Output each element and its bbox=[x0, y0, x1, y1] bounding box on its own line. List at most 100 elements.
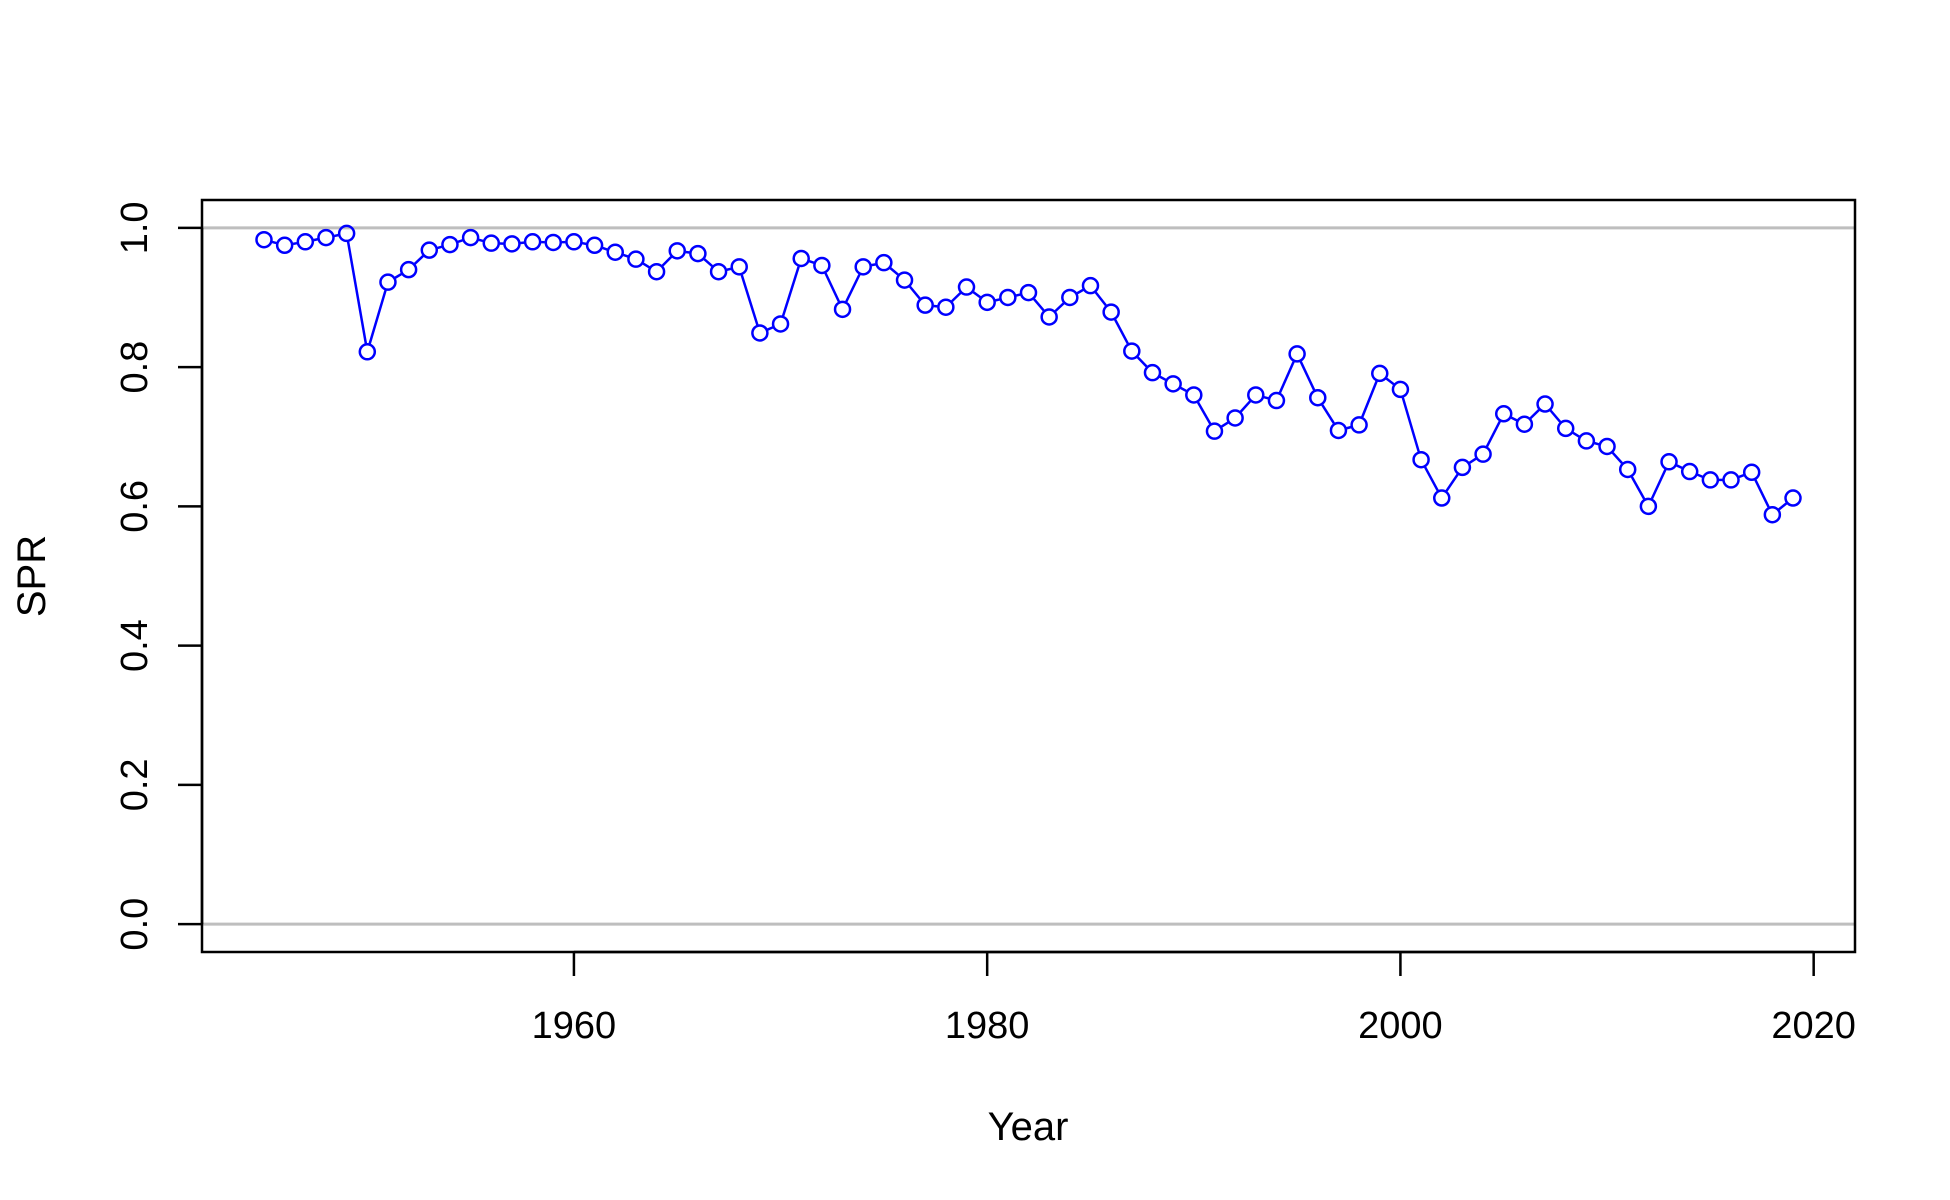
series-line-segment bbox=[908, 285, 921, 300]
data-point bbox=[1660, 453, 1678, 471]
series-line-segment bbox=[1778, 502, 1788, 511]
data-point bbox=[337, 224, 356, 243]
series-line-segment bbox=[1196, 401, 1212, 425]
data-point bbox=[1267, 391, 1286, 410]
data-point bbox=[813, 256, 831, 275]
series-line-segment bbox=[1401, 397, 1420, 452]
series-line-segment bbox=[1299, 361, 1316, 391]
series-line-segment bbox=[1220, 421, 1229, 428]
data-point bbox=[544, 233, 563, 252]
data-point bbox=[751, 324, 769, 342]
data-point bbox=[1350, 416, 1368, 434]
data-point bbox=[1784, 489, 1802, 507]
series-line-segment bbox=[845, 273, 861, 303]
series-line-segment bbox=[1529, 409, 1540, 420]
series-line-segment bbox=[1361, 380, 1378, 418]
data-point bbox=[937, 298, 955, 316]
series-line-segment bbox=[661, 255, 673, 267]
data-point bbox=[916, 296, 934, 314]
data-point bbox=[833, 300, 852, 319]
series-line-segment bbox=[889, 267, 899, 276]
data-point bbox=[709, 262, 728, 281]
data-point bbox=[1391, 380, 1410, 399]
data-point bbox=[875, 253, 893, 272]
data-point bbox=[957, 278, 976, 296]
series-line-segment bbox=[394, 272, 403, 279]
series-line-segment bbox=[995, 298, 1000, 302]
data-point bbox=[1763, 505, 1782, 524]
data-point bbox=[647, 262, 666, 281]
data-point bbox=[461, 228, 480, 247]
data-point bbox=[1309, 388, 1327, 407]
data-point bbox=[1494, 405, 1513, 423]
y-axis: 0.0 0.2 0.4 0.6 0.8 1.0 bbox=[114, 201, 204, 951]
series-line-segment bbox=[1033, 298, 1045, 312]
data-point bbox=[999, 288, 1017, 307]
series-line-segment bbox=[1015, 293, 1021, 297]
data-point bbox=[771, 315, 790, 333]
x-tick-label: 2000 bbox=[1358, 1005, 1443, 1047]
series-line-segment bbox=[368, 289, 387, 344]
data-point bbox=[1226, 409, 1244, 427]
series-line-segment bbox=[1136, 356, 1148, 368]
x-axis: 1960 1980 2000 2020 bbox=[532, 950, 1856, 1047]
series-line-segment bbox=[602, 246, 608, 251]
reference-lines bbox=[202, 226, 1855, 926]
data-point bbox=[1205, 422, 1224, 440]
series-line-segment bbox=[334, 233, 339, 238]
series-line-segment bbox=[1468, 457, 1477, 464]
series-line-segment bbox=[1094, 291, 1107, 307]
y-tick-label: 0.2 bbox=[114, 758, 156, 811]
data-point bbox=[606, 243, 624, 261]
data-point bbox=[1143, 363, 1162, 382]
series-line-segment bbox=[1611, 451, 1623, 464]
series-line-segment bbox=[1180, 386, 1187, 393]
data-point bbox=[1433, 489, 1451, 507]
series-line-segment bbox=[622, 253, 629, 258]
data-point bbox=[1722, 471, 1740, 489]
series-line-segment bbox=[478, 238, 484, 243]
series-line-segment bbox=[767, 326, 774, 331]
data-point bbox=[1081, 276, 1100, 295]
series-line-segment bbox=[781, 266, 800, 317]
data-point bbox=[1371, 364, 1389, 383]
series-line-segment bbox=[1485, 420, 1501, 448]
data-point bbox=[1412, 450, 1430, 469]
series-line-segment bbox=[726, 267, 732, 271]
series-line-segment bbox=[871, 263, 876, 267]
data-point bbox=[1618, 460, 1637, 479]
y-tick-label: 0.8 bbox=[114, 341, 156, 394]
series-line-segment bbox=[1650, 468, 1667, 500]
data-point bbox=[1577, 432, 1596, 450]
series-line-segment bbox=[740, 274, 759, 326]
data-point bbox=[1701, 471, 1720, 489]
series-line-segment bbox=[413, 255, 424, 265]
data-point bbox=[420, 241, 439, 259]
data-point bbox=[565, 233, 583, 251]
y-tick-label: 0.0 bbox=[114, 898, 156, 951]
x-tick-label: 1960 bbox=[532, 1005, 617, 1047]
data-point bbox=[1474, 445, 1492, 463]
data-point bbox=[1556, 419, 1575, 438]
series-line-segment bbox=[1054, 302, 1065, 313]
data-point bbox=[1019, 283, 1038, 302]
series-line-segment bbox=[582, 241, 587, 246]
series-line-segment bbox=[437, 245, 443, 250]
data-point bbox=[317, 228, 335, 247]
data-point bbox=[1639, 497, 1658, 516]
series-line-segment bbox=[1594, 441, 1600, 446]
series-line-segment bbox=[808, 260, 815, 264]
series-line-segment bbox=[1424, 466, 1439, 492]
data-point bbox=[627, 250, 645, 268]
y-tick-label: 0.4 bbox=[114, 619, 156, 672]
series-line-segment bbox=[1549, 409, 1562, 423]
data-point bbox=[1288, 345, 1306, 363]
data-point bbox=[1247, 386, 1265, 404]
x-axis-title: Year bbox=[988, 1105, 1069, 1149]
data-point bbox=[1598, 437, 1616, 456]
data-point bbox=[482, 234, 501, 252]
y-tick-label: 1.0 bbox=[114, 201, 156, 254]
data-point bbox=[399, 260, 418, 279]
data-point bbox=[1185, 386, 1203, 404]
series-line-segment bbox=[1738, 474, 1745, 479]
